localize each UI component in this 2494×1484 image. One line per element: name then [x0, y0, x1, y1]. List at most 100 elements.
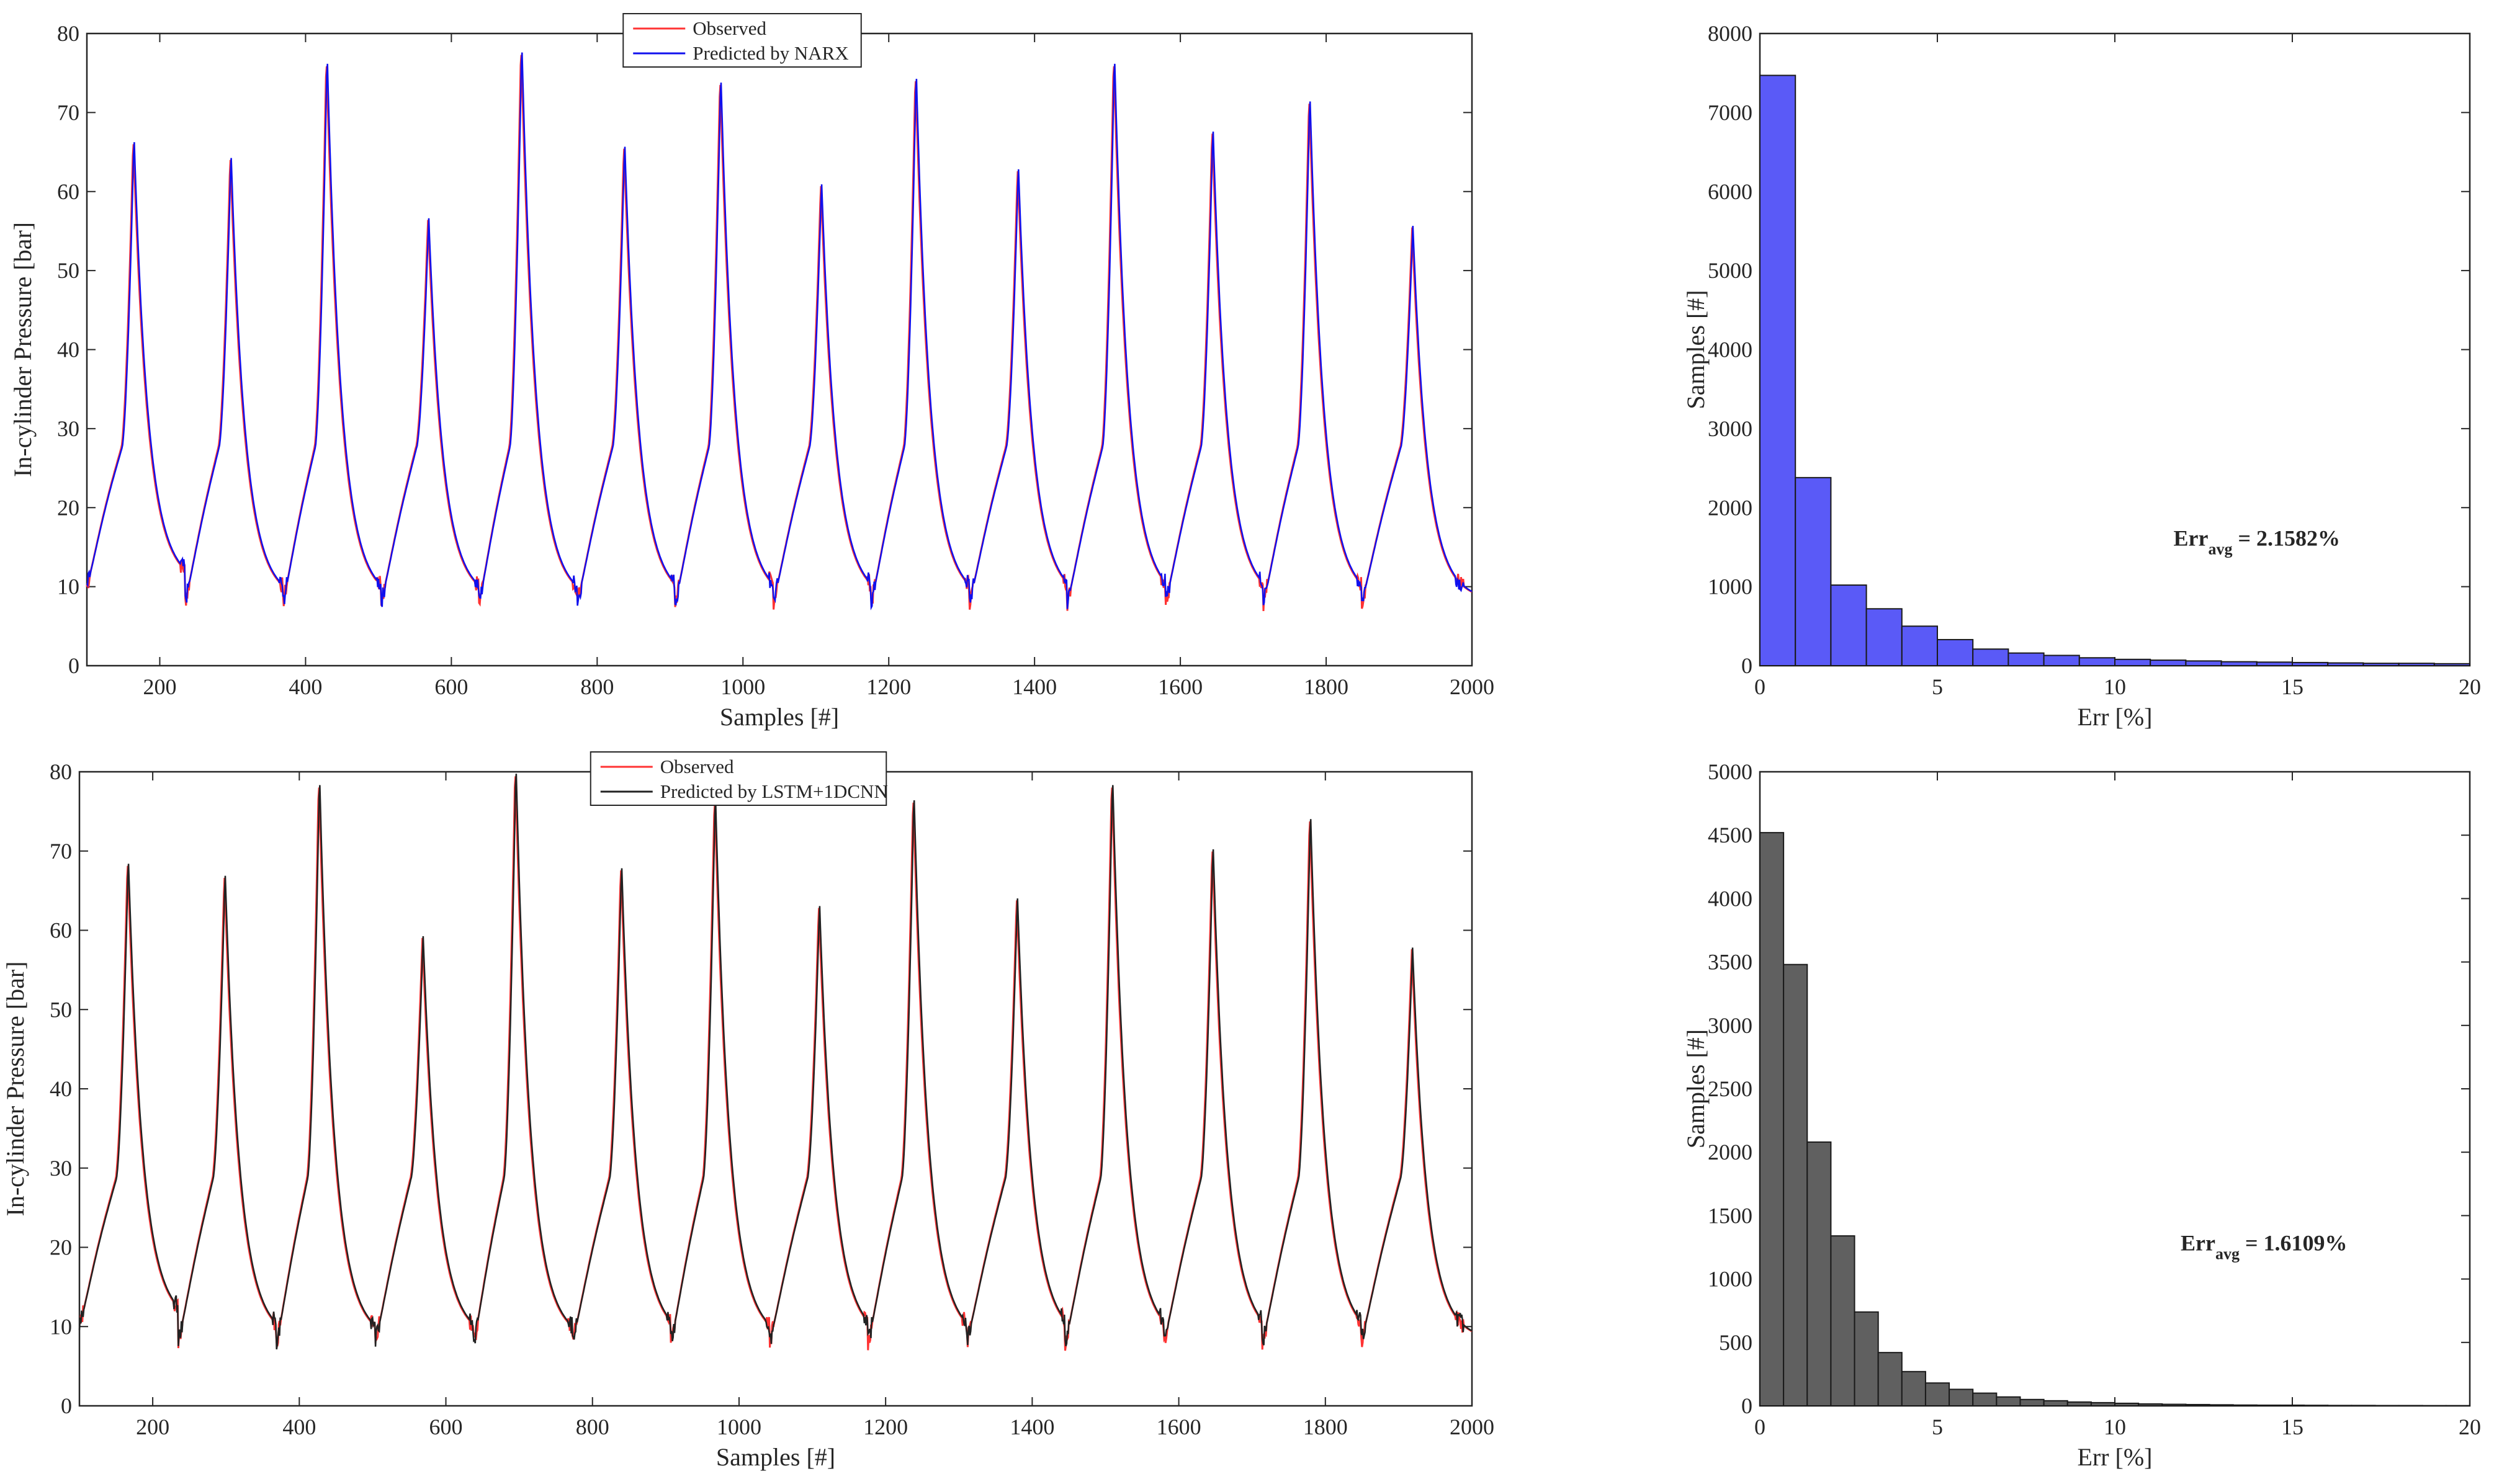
h2-ytick-label: 3000 [1708, 1013, 1752, 1038]
h2-ytick-label: 5000 [1708, 759, 1752, 784]
h2-ytick-label: 500 [1719, 1330, 1752, 1355]
h1-ytick-label: 7000 [1708, 100, 1752, 125]
h2-bars [1759, 832, 2470, 1407]
p2-ytick-label: 60 [50, 918, 72, 943]
p2-ylabel: In-cylinder Pressure [bar] [1, 962, 29, 1217]
h1-annotation-sub: avg [2209, 540, 2233, 558]
h2-bar [2351, 1405, 2376, 1406]
p2-series-observed-line [79, 776, 1473, 1351]
p1-xtick-label: 200 [143, 674, 176, 699]
p1-ylabel: In-cylinder Pressure [bar] [9, 222, 37, 477]
h2-ylabel: Samples [#] [1682, 1029, 1710, 1148]
p1-legend-label: Predicted by NARX [693, 42, 848, 64]
h2-ytick-label: 1000 [1708, 1267, 1752, 1292]
h2-ytick-label: 2000 [1708, 1140, 1752, 1164]
h2-bar [1996, 1396, 2021, 1406]
h2-annotation-value: = 1.6109% [2240, 1231, 2348, 1256]
h2-annotation: Erravg = 1.6109% [2181, 1231, 2347, 1263]
p2-ytick-label: 0 [61, 1393, 72, 1418]
h2-xtick-label: 10 [2104, 1415, 2126, 1439]
h1-bar [1830, 584, 1867, 667]
h2-bar [2043, 1400, 2068, 1406]
p1-ytick-label: 0 [68, 653, 79, 678]
p2-xtick-label: 1200 [863, 1415, 908, 1439]
p2-xtick-label: 1400 [1010, 1415, 1054, 1439]
h2-bar [2019, 1398, 2045, 1407]
h1-bar [2433, 663, 2471, 667]
h2-bar [1949, 1388, 1974, 1406]
h2-bar [1877, 1352, 1903, 1407]
p1-xtick-label: 1000 [720, 674, 765, 699]
h1-ytick-label: 8000 [1708, 21, 1752, 46]
h2-bar [2138, 1403, 2163, 1407]
p1-legend-label: Observed [693, 17, 766, 39]
h2-xtick-label: 5 [1932, 1415, 1943, 1439]
p2-legend-label: Observed [660, 756, 734, 777]
p2-xlabel: Samples [#] [716, 1443, 835, 1471]
p1-xtick-label: 1400 [1012, 674, 1057, 699]
p1-ytick-label: 60 [57, 179, 79, 204]
h2-bar [2256, 1404, 2281, 1407]
p1-series-predicted-line [86, 52, 1473, 610]
h2-ytick-label: 3500 [1708, 950, 1752, 975]
h2-bar [1972, 1392, 1998, 1407]
p1-xtick-label: 1200 [866, 674, 911, 699]
p2-ytick-label: 80 [50, 759, 72, 784]
h2-bar [1783, 963, 1808, 1406]
h2-bar [2185, 1403, 2210, 1407]
h2-axes-box [1759, 771, 2471, 1407]
h1-ytick-label: 4000 [1708, 337, 1752, 362]
p2-xtick-label: 1800 [1303, 1415, 1348, 1439]
h2-ytick-label: 4500 [1708, 823, 1752, 847]
h1-bar [1901, 625, 1939, 666]
p2-xtick-label: 2000 [1450, 1415, 1494, 1439]
p1-ytick-label: 40 [57, 337, 79, 362]
h2-bar [2066, 1401, 2092, 1406]
h1-xtick-label: 10 [2104, 674, 2126, 699]
p2-legend: Observed Predicted by LSTM+1DCNN [590, 751, 888, 806]
h2-ytick-label: 1500 [1708, 1203, 1752, 1228]
h1-bar [2078, 657, 2116, 666]
p1-ytick-label: 20 [57, 495, 79, 520]
h1-annotation-main: Err [2174, 525, 2209, 550]
p2-ytick-label: 70 [50, 839, 72, 864]
h2-bar [1759, 832, 1785, 1407]
h2-bar [1901, 1370, 1926, 1407]
h2-xtick-label: 0 [1754, 1415, 1765, 1439]
h2-bar [2161, 1403, 2187, 1406]
p1-ytick-label: 80 [57, 21, 79, 46]
h1-bar [2185, 660, 2222, 667]
h1-annotation-value: = 2.1582% [2233, 525, 2341, 550]
h2-bar [2327, 1405, 2353, 1406]
p2-xtick-label: 1000 [717, 1415, 761, 1439]
h2-ytick-label: 2500 [1708, 1076, 1752, 1101]
p1-axes: 200 400 600 800 1000 1200 1400 1600 1800 2000 0 10 2… [9, 21, 1494, 731]
h2-annotation-sub: avg [2215, 1245, 2240, 1263]
h2-xtick-label: 15 [2281, 1415, 2303, 1439]
h1-ytick-label: 2000 [1708, 495, 1752, 520]
h1-bar [1865, 608, 1903, 666]
h2-bar [2303, 1405, 2329, 1406]
h1-bar [2398, 663, 2435, 666]
p2-xtick-label: 1600 [1157, 1415, 1201, 1439]
h1-bar [2292, 661, 2329, 667]
p1-ytick-label: 50 [57, 258, 79, 283]
h1-ytick-label: 1000 [1708, 574, 1752, 599]
h2-annotation-main: Err [2181, 1231, 2215, 1256]
p2-ytick-label: 20 [50, 1235, 72, 1260]
h2-xlabel: Err [%] [2077, 1443, 2152, 1471]
h1-xtick-label: 20 [2459, 674, 2481, 699]
h1-bars [1759, 74, 2471, 667]
p1-xtick-label: 1600 [1158, 674, 1203, 699]
h1-bar [2043, 655, 2080, 667]
h2-bar [2232, 1404, 2258, 1407]
h1-annotation: Erravg = 2.1582% [2174, 525, 2340, 558]
h2-bar [1806, 1141, 1832, 1407]
h1-bar [1972, 648, 2009, 666]
h1-xtick-label: 5 [1932, 674, 1943, 699]
p2-xtick-label: 200 [136, 1415, 169, 1439]
h1-ytick-label: 0 [1741, 653, 1752, 678]
h1-bar [2256, 661, 2294, 666]
h1-ylabel: Samples [#] [1682, 290, 1710, 409]
